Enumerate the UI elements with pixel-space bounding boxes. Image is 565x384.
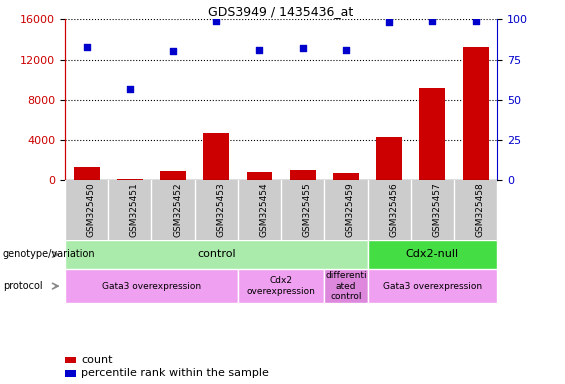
Bar xyxy=(117,179,143,180)
Text: GSM325459: GSM325459 xyxy=(346,182,355,237)
Text: protocol: protocol xyxy=(3,281,42,291)
Bar xyxy=(65,240,368,269)
Point xyxy=(385,19,394,25)
Point xyxy=(125,86,134,92)
Text: GSM325451: GSM325451 xyxy=(130,182,139,237)
Text: genotype/variation: genotype/variation xyxy=(3,249,95,260)
Bar xyxy=(238,269,324,303)
Bar xyxy=(419,88,445,180)
Bar xyxy=(324,269,368,303)
Bar xyxy=(368,269,497,303)
Bar xyxy=(160,171,186,180)
Text: count: count xyxy=(81,354,113,364)
Bar xyxy=(65,356,76,363)
Bar xyxy=(368,240,497,269)
Text: GSM325458: GSM325458 xyxy=(476,182,485,237)
Point xyxy=(212,18,221,24)
Text: GSM325456: GSM325456 xyxy=(389,182,398,237)
Bar xyxy=(73,167,99,180)
Bar xyxy=(246,172,272,180)
Text: Gata3 overexpression: Gata3 overexpression xyxy=(102,281,201,291)
Bar xyxy=(290,170,316,180)
Bar xyxy=(65,269,238,303)
Text: percentile rank within the sample: percentile rank within the sample xyxy=(81,368,270,378)
Bar xyxy=(333,174,359,180)
Point xyxy=(341,47,350,53)
Text: Gata3 overexpression: Gata3 overexpression xyxy=(383,281,482,291)
Text: control: control xyxy=(197,249,236,260)
Text: GSM325453: GSM325453 xyxy=(216,182,225,237)
Bar xyxy=(65,370,76,377)
Text: GSM325454: GSM325454 xyxy=(259,182,268,237)
Text: GSM325450: GSM325450 xyxy=(86,182,95,237)
Point xyxy=(471,18,480,24)
Point xyxy=(82,43,91,50)
Point xyxy=(428,18,437,24)
Text: GSM325452: GSM325452 xyxy=(173,182,182,237)
Point xyxy=(255,47,264,53)
Text: GSM325457: GSM325457 xyxy=(432,182,441,237)
Text: differenti
ated
control: differenti ated control xyxy=(325,271,367,301)
Point xyxy=(298,45,307,51)
Point xyxy=(168,48,177,55)
Bar xyxy=(203,133,229,180)
Bar xyxy=(376,137,402,180)
Text: Cdx2
overexpression: Cdx2 overexpression xyxy=(247,276,315,296)
Text: GSM325455: GSM325455 xyxy=(303,182,312,237)
Title: GDS3949 / 1435436_at: GDS3949 / 1435436_at xyxy=(208,5,354,18)
Text: Cdx2-null: Cdx2-null xyxy=(406,249,459,260)
Bar xyxy=(463,48,489,180)
